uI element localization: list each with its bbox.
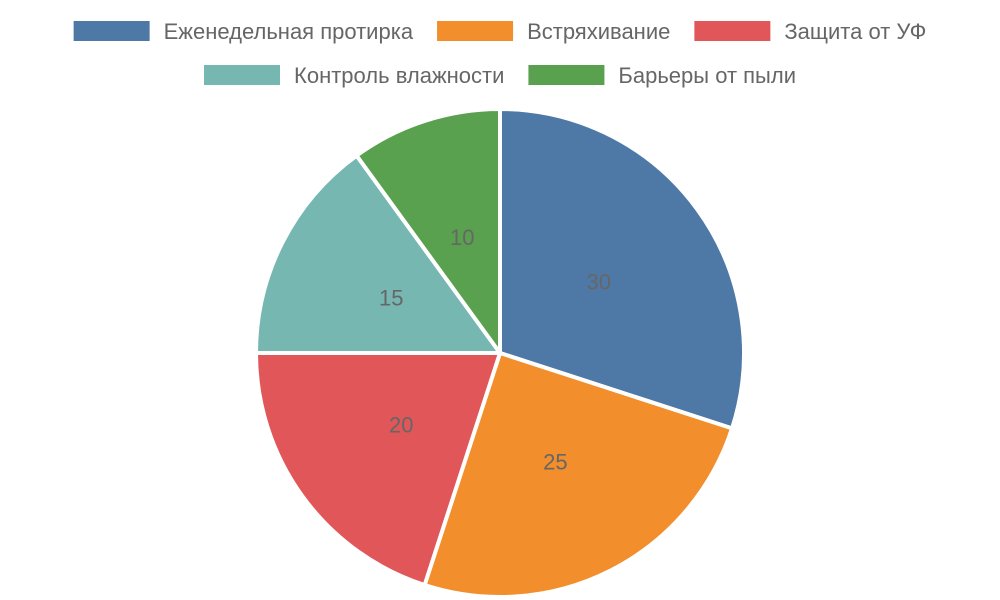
pie-value-labels: 30 25 20 15 10 [379,225,611,475]
pie-slice [498,107,746,431]
legend-item: Контроль влажности [204,63,504,88]
legend-label: Барьеры от пыли [618,63,796,88]
slice-value-label: 30 [586,269,610,294]
legend-label: Контроль влажности [294,63,504,88]
legend-swatch [528,65,605,85]
pie-slice [422,351,735,599]
slice-value-label: 25 [543,450,567,475]
pie-slice [254,153,502,355]
legend-swatch [437,21,514,41]
legend-label: Еженедельная протирка [164,19,414,44]
legend-label: Защита от УФ [784,19,926,44]
slice-value-label: 10 [450,225,474,250]
legend-item: Барьеры от пыли [528,63,796,88]
pie-slice [254,351,502,588]
legend-label: Встряхивание [527,19,670,44]
legend-swatch [694,21,771,41]
legend-item: Встряхивание [437,19,670,44]
legend-swatch [73,21,150,41]
pie-slices [254,107,746,599]
legend-swatch [204,65,281,85]
legend-item: Защита от УФ [694,19,926,44]
pie-slice [354,107,502,355]
slice-value-label: 15 [379,286,403,311]
slice-value-label: 20 [389,413,413,438]
legend-item: Еженедельная протирка [73,19,414,44]
chart-legend: Еженедельная протирка Встряхивание Защита … [73,19,926,88]
